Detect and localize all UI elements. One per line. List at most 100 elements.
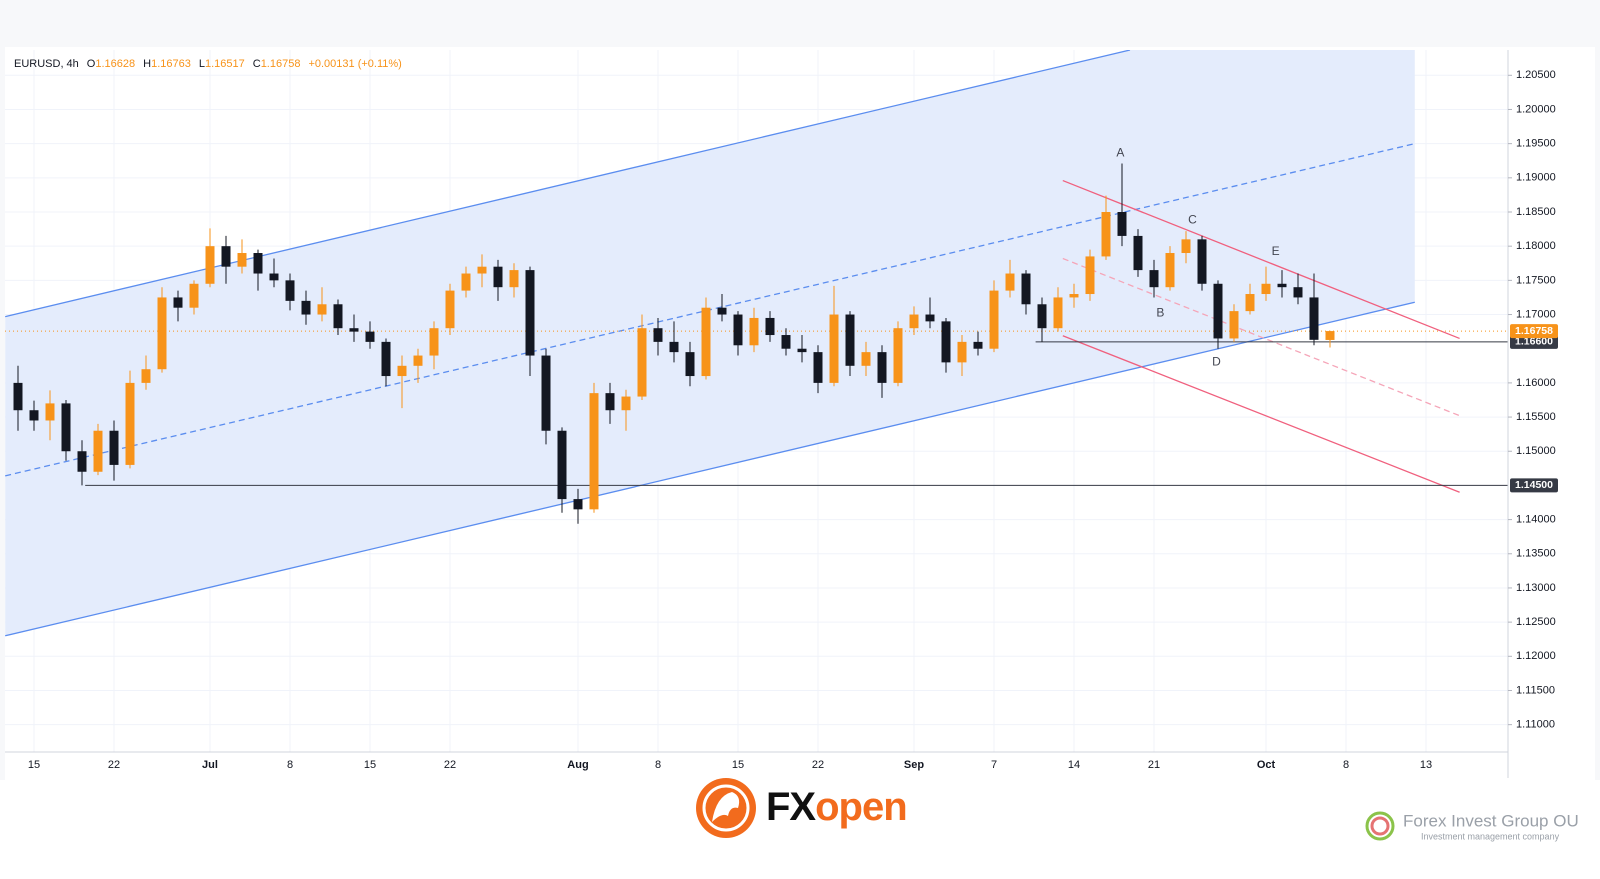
trend-line	[5, 50, 1131, 318]
ohlc-value: 1.16763	[151, 58, 191, 70]
candle-body	[701, 307, 711, 377]
candle-body	[93, 430, 103, 472]
candle-body	[237, 253, 247, 267]
candle-body	[205, 246, 215, 284]
wave-label: A	[1116, 145, 1124, 159]
candle-body	[109, 430, 119, 465]
trend-line	[1062, 257, 1460, 417]
logo-lion	[712, 792, 740, 822]
candle-body	[189, 283, 199, 308]
candle-body	[45, 403, 55, 421]
y-tick-label: 1.15500	[1516, 411, 1556, 423]
candle-body	[797, 348, 807, 353]
candle-body	[157, 297, 167, 370]
candle-body	[141, 369, 151, 383]
y-tick-label: 1.12500	[1516, 616, 1556, 628]
ohlc-label: L	[199, 58, 205, 70]
candle-body	[749, 317, 759, 346]
trend-line	[1062, 179, 1460, 340]
y-tick-label: 1.17000	[1516, 308, 1556, 320]
wave-label: B	[1156, 305, 1164, 319]
candle-body	[1309, 297, 1319, 340]
candle-body	[781, 335, 791, 349]
candle-body	[77, 451, 87, 472]
x-tick-label: Sep	[904, 759, 924, 771]
y-tick-label: 1.20000	[1516, 103, 1556, 115]
candle-body	[1117, 212, 1127, 236]
candle-body	[1325, 331, 1335, 340]
trend-line	[5, 301, 1415, 637]
y-tick-label: 1.11000	[1516, 719, 1555, 731]
x-tick-label: 13	[1420, 759, 1432, 771]
y-tick-label: 1.13000	[1516, 582, 1556, 594]
candle-body	[317, 304, 327, 315]
footer-panel	[0, 780, 1600, 879]
candle-body	[253, 253, 263, 274]
ohlc-label: C	[253, 58, 261, 70]
x-tick-label: 15	[28, 759, 40, 771]
x-tick-label: Oct	[1257, 759, 1276, 771]
x-tick-label: 15	[732, 759, 744, 771]
candle-body	[973, 341, 983, 349]
candle-body	[1005, 273, 1015, 291]
candle-body	[365, 331, 375, 342]
ohlc-label: H	[143, 58, 151, 70]
y-tick-label: 1.20500	[1516, 69, 1556, 81]
ohlc-value: 1.16517	[205, 58, 245, 70]
candle-body	[765, 317, 775, 336]
candle-body	[445, 290, 455, 329]
candle-body	[1229, 311, 1239, 339]
candle-body	[1261, 283, 1271, 295]
candle-body	[61, 403, 71, 452]
candle-body	[861, 352, 871, 366]
y-tick-label: 1.13500	[1516, 548, 1556, 560]
watermark-logo	[1365, 811, 1395, 841]
candle-body	[1293, 287, 1303, 298]
y-tick-label: 1.11500	[1516, 684, 1555, 696]
candle-body	[477, 266, 487, 274]
candle-body	[685, 352, 695, 377]
candle-body	[1037, 304, 1047, 329]
wave-label: C	[1188, 212, 1197, 226]
candle-body	[605, 393, 615, 411]
candle-body	[637, 328, 647, 397]
candle-body	[1277, 283, 1287, 288]
x-tick-label: 21	[1148, 759, 1160, 771]
candle-body	[1197, 239, 1207, 284]
trend-line	[1062, 335, 1460, 493]
x-tick-label: 8	[655, 759, 661, 771]
y-tick-label: 1.18000	[1516, 240, 1556, 252]
candle-body	[1069, 294, 1079, 298]
ohlc-value: 1.16758	[261, 58, 301, 70]
x-tick-label: Jul	[202, 759, 218, 771]
candle-body	[541, 355, 551, 431]
candle-body	[1085, 256, 1095, 295]
candle-body	[893, 328, 903, 383]
x-tick-label: 22	[812, 759, 824, 771]
candle-body	[413, 355, 423, 366]
candle-body	[509, 270, 519, 288]
candle-body	[621, 396, 631, 411]
x-tick-label: 8	[287, 759, 293, 771]
candle-body	[125, 382, 135, 465]
y-tick-label: 1.16000	[1516, 377, 1556, 389]
ohlc-value: 1.16628	[95, 58, 135, 70]
y-tick-label: 1.17500	[1516, 274, 1556, 286]
watermark-name: Forex Invest Group OU	[1403, 811, 1579, 830]
fxopen-logo: FXopen	[696, 778, 908, 838]
change: +0.00131 (+0.11%)	[308, 58, 401, 70]
brand-text: FXopen	[766, 785, 907, 829]
x-tick-label: Aug	[567, 759, 588, 771]
candle-body	[173, 297, 183, 308]
axes: 1.20500 1.20000 1.19500 1.19000 1.18500 1.180…	[28, 69, 1558, 771]
candle-body	[429, 328, 439, 356]
candle-body	[925, 314, 935, 322]
wave-label: D	[1212, 355, 1221, 369]
y-tick-label: 1.12000	[1516, 650, 1556, 662]
candle-body	[941, 321, 951, 363]
plot: A B C D E	[5, 50, 1508, 637]
candle-body	[1149, 270, 1159, 288]
price-tag-label: 1.16600	[1515, 336, 1553, 348]
legend-header: EURUSD, 4h O1.16628 H1.16763 L1.16517 C1.167…	[14, 58, 402, 70]
